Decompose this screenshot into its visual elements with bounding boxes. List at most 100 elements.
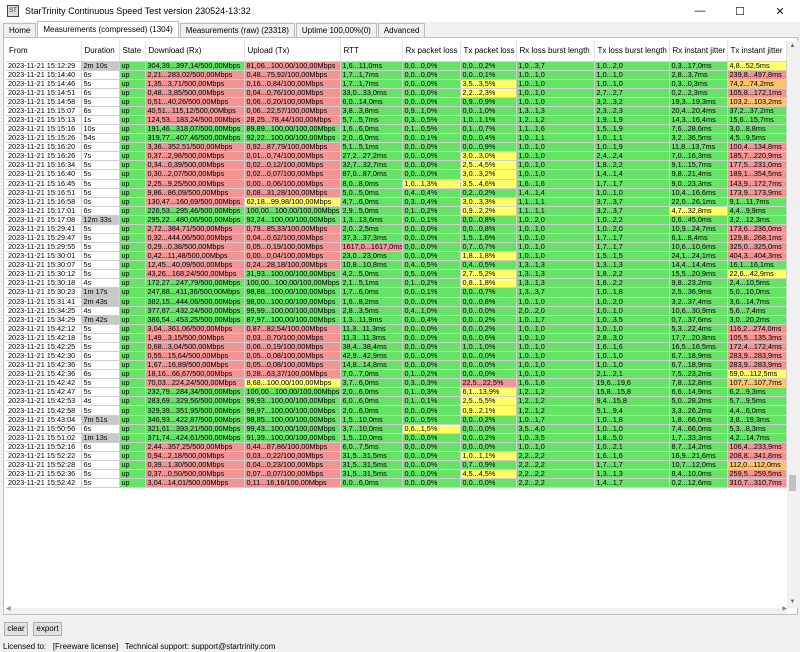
table-cell: 0,4...0,5% — [460, 260, 517, 271]
table-cell: 0,0...0,8% — [460, 224, 517, 234]
table-row[interactable]: 2023-11-21 15:42:47 5s up 232,79...284,34/5… — [6, 387, 787, 398]
horizontal-scrollbar[interactable]: ◀ ▶ — [6, 606, 787, 614]
tab-measurements[interactable]: Measurements (raw) (23318) — [179, 23, 295, 38]
scroll-left-icon[interactable]: ◀ — [6, 606, 11, 612]
column-header[interactable]: State — [119, 41, 146, 62]
table-row[interactable]: 2023-11-21 15:52:16 6s up 2,44...357,25/500… — [6, 442, 787, 452]
table-row[interactable]: 2023-11-21 15:15:26 54s up 319,77...407,46/… — [6, 133, 787, 144]
table-row[interactable]: 2023-11-21 15:30:07 5s up 12,45...40,09/500… — [6, 260, 787, 271]
table-row[interactable]: 2023-11-21 15:15:13 1s up 124,53...183,24/5… — [6, 115, 787, 126]
column-header[interactable]: Download (Rx) — [145, 41, 245, 62]
table-row[interactable]: 2023-11-21 15:17:01 6s up 226,53...295,46/5… — [6, 206, 787, 216]
licensed-label: Licensed to: — [3, 642, 47, 651]
scroll-down-icon[interactable]: ▼ — [789, 599, 796, 605]
table-row[interactable]: 2023-11-21 15:52:28 6s up 0,39...1,30/500,0… — [6, 460, 787, 471]
table-cell: 130,47...160,69/500,00Mbps — [145, 197, 245, 207]
column-header[interactable]: Rx loss burst length — [516, 41, 595, 62]
table-row[interactable]: 2023-11-21 15:30:23 1m 17s up 247,88...411,… — [6, 287, 787, 298]
table-cell: 22,5...22,5% — [460, 378, 517, 389]
scroll-track[interactable] — [789, 52, 796, 597]
table-cell: 2,0...6,0ms — [340, 133, 403, 144]
table-row[interactable]: 2023-11-21 15:15:16 10s up 191,46...318,07/… — [6, 124, 787, 135]
table-row[interactable]: 2023-11-21 15:29:55 5s up 0,29...0,38/500,0… — [6, 242, 787, 253]
column-header[interactable]: Duration — [81, 41, 120, 62]
table-row[interactable]: 2023-11-21 15:17:08 12m 33s up 295,22...480… — [6, 215, 787, 225]
table-row[interactable]: 2023-11-21 15:16:58 0s up 130,47...160,69/5… — [6, 197, 787, 207]
tab-advanced[interactable]: Advanced — [377, 23, 426, 38]
table-row[interactable]: 2023-11-21 15:42:18 5s up 1,49...3,15/500,0… — [6, 333, 787, 343]
table-row[interactable]: 2023-11-21 15:16:34 5s up 0,34...0,39/500,0… — [6, 160, 787, 171]
table-row[interactable]: 2023-11-21 15:42:42 5s up 70,03...224,24/50… — [6, 378, 787, 389]
column-header[interactable]: Rx instant jitter — [669, 41, 728, 62]
maximize-button[interactable]: ☐ — [735, 5, 745, 18]
table-cell: 6s — [81, 70, 120, 80]
table-cell: 0,7...37,6ms — [669, 315, 728, 325]
table-row[interactable]: 2023-11-21 15:14:46 5s up 1,35...3,71/500,0… — [6, 79, 787, 89]
tab-home[interactable]: Home — [3, 23, 37, 38]
export-button[interactable]: export — [33, 622, 62, 636]
scroll-right-icon[interactable]: ▶ — [782, 606, 787, 612]
minimize-button[interactable]: — — [694, 5, 706, 17]
table-row[interactable]: 2023-11-21 15:52:22 5s up 0,94...2,18/500,0… — [6, 451, 787, 461]
table-row[interactable]: 2023-11-21 15:50:56 6s up 321,61...393,21/5… — [6, 424, 787, 434]
close-button[interactable]: ✕ — [775, 5, 785, 18]
table-row[interactable]: 2023-11-21 15:42:36 5s up 1,67...16,89/500,… — [6, 360, 787, 371]
table-cell: up — [119, 169, 146, 180]
table-row[interactable]: 2023-11-21 15:42:53 4s up 283,69...329,56/5… — [6, 396, 787, 407]
table-cell: 31,5...31,5ms — [340, 469, 403, 480]
column-header[interactable]: Tx packet loss — [460, 41, 517, 62]
table-row[interactable]: 2023-11-21 15:16:20 6s up 3,36...352,51/500… — [6, 142, 787, 153]
table-row[interactable]: 2023-11-21 15:34:25 4s up 377,87...432,24/5… — [6, 306, 787, 316]
table-cell: 1,0...1,0 — [516, 251, 595, 262]
table-row[interactable]: 2023-11-21 15:52:36 5s up 0,37...0,50/500,0… — [6, 469, 787, 480]
table-row[interactable]: 2023-11-21 15:52:42 5s up 3,04...14,01/500,… — [6, 478, 787, 489]
table-row[interactable]: 2023-11-21 15:16:40 5s up 0,30...2,07/500,0… — [6, 169, 787, 180]
table-row[interactable]: 2023-11-21 15:51:02 1m 13s up 371,74...424,… — [6, 433, 787, 443]
column-header[interactable]: From — [6, 41, 82, 62]
table-cell: 5s — [81, 242, 120, 253]
table-row[interactable]: 2023-11-21 15:31:41 2m 43s up 382,15...444,… — [6, 297, 787, 307]
column-header[interactable]: Tx loss burst length — [594, 41, 670, 62]
table-row[interactable]: 2023-11-21 15:14:58 9s up 0,51...40,26/500,… — [6, 97, 787, 107]
table-cell: 1,6...8,2ms — [340, 297, 403, 307]
table-row[interactable]: 2023-11-21 15:14:40 6s up 2,21...283,02/500… — [6, 70, 787, 80]
column-header[interactable]: Rx packet loss — [402, 41, 461, 62]
vertical-scrollbar[interactable]: ▲ ▼ — [787, 41, 798, 608]
table-row[interactable]: 2023-11-21 15:16:26 7s up 0,37...2,98/500,0… — [6, 151, 787, 162]
table-row[interactable]: 2023-11-21 15:42:25 5s up 0,68...3,04/500,0… — [6, 342, 787, 353]
scroll-thumb[interactable] — [789, 474, 796, 492]
table-row[interactable]: 2023-11-21 15:12:29 2m 10s up 304,39...397,… — [6, 61, 787, 71]
table-row[interactable]: 2023-11-21 15:16:51 5s up 9,86...86,09/500,… — [6, 188, 787, 198]
table-cell: 2,21...283,02/500,00Mbps — [145, 70, 245, 80]
table-row[interactable]: 2023-11-21 15:42:36 6s up 18,16...66,67/500… — [6, 369, 787, 380]
table-row[interactable]: 2023-11-21 15:34:29 7m 42s up 386,54...453,… — [6, 315, 787, 325]
table-cell: 32,7...32,7ms — [340, 160, 403, 171]
table-row[interactable]: 2023-11-21 15:42:30 6s up 0,55...15,64/500,… — [6, 351, 787, 362]
table-row[interactable]: 2023-11-21 15:14:51 6s up 0,48...3,85/500,0… — [6, 88, 787, 98]
table-row[interactable]: 2023-11-21 15:29:41 5s up 2,72...384,71/500… — [6, 224, 787, 234]
column-header[interactable]: RTT — [340, 41, 403, 62]
table-row[interactable]: 2023-11-21 15:42:58 5s up 329,39...351,95/5… — [6, 405, 787, 416]
table-row[interactable]: 2023-11-21 15:30:01 5s up 0,42...11,48/500,… — [6, 251, 787, 262]
table-cell: 2023-11-21 15:42:18 — [6, 333, 82, 343]
table-row[interactable]: 2023-11-21 15:15:07 6s up 40,51...115,12/50… — [6, 106, 787, 116]
column-header[interactable]: Upload (Tx) — [244, 41, 341, 62]
table-cell: up — [119, 342, 146, 353]
table-cell: 1,0...2,2 — [594, 215, 670, 225]
table-row[interactable]: 2023-11-21 15:16:45 5s up 2,25...9,25/500,0… — [6, 179, 787, 189]
table-row[interactable]: 2023-11-21 15:30:18 4s up 172,27...247,79/5… — [6, 278, 787, 289]
table-cell: 0,0...0,0% — [460, 351, 517, 362]
tab-uptime[interactable]: Uptime 100,00%(0) — [295, 23, 377, 38]
table-row[interactable]: 2023-11-21 15:42:12 5s up 3,04...361,06/500… — [6, 324, 787, 334]
table-row[interactable]: 2023-11-21 15:29:47 9s up 0,32...444,06/500… — [6, 233, 787, 244]
table-cell: 295,22...480,06/500,00Mbps — [145, 215, 245, 225]
clear-button[interactable]: clear — [4, 622, 28, 636]
column-header[interactable]: Tx instant jitter — [727, 41, 787, 62]
table-row[interactable]: 2023-11-21 15:30:12 5s up 43,26...168,24/50… — [6, 269, 787, 280]
table-cell: 1,3...1,3 — [516, 278, 595, 289]
table-row[interactable]: 2023-11-21 15:43:04 7m 51s up 346,93...422,… — [6, 415, 787, 425]
tab-measurements[interactable]: Measurements (compressed) (1304) — [37, 21, 179, 38]
table-cell: up — [119, 451, 146, 461]
scroll-up-icon[interactable]: ▲ — [789, 43, 796, 49]
table-cell: 22,0...26,1ms — [669, 197, 728, 207]
